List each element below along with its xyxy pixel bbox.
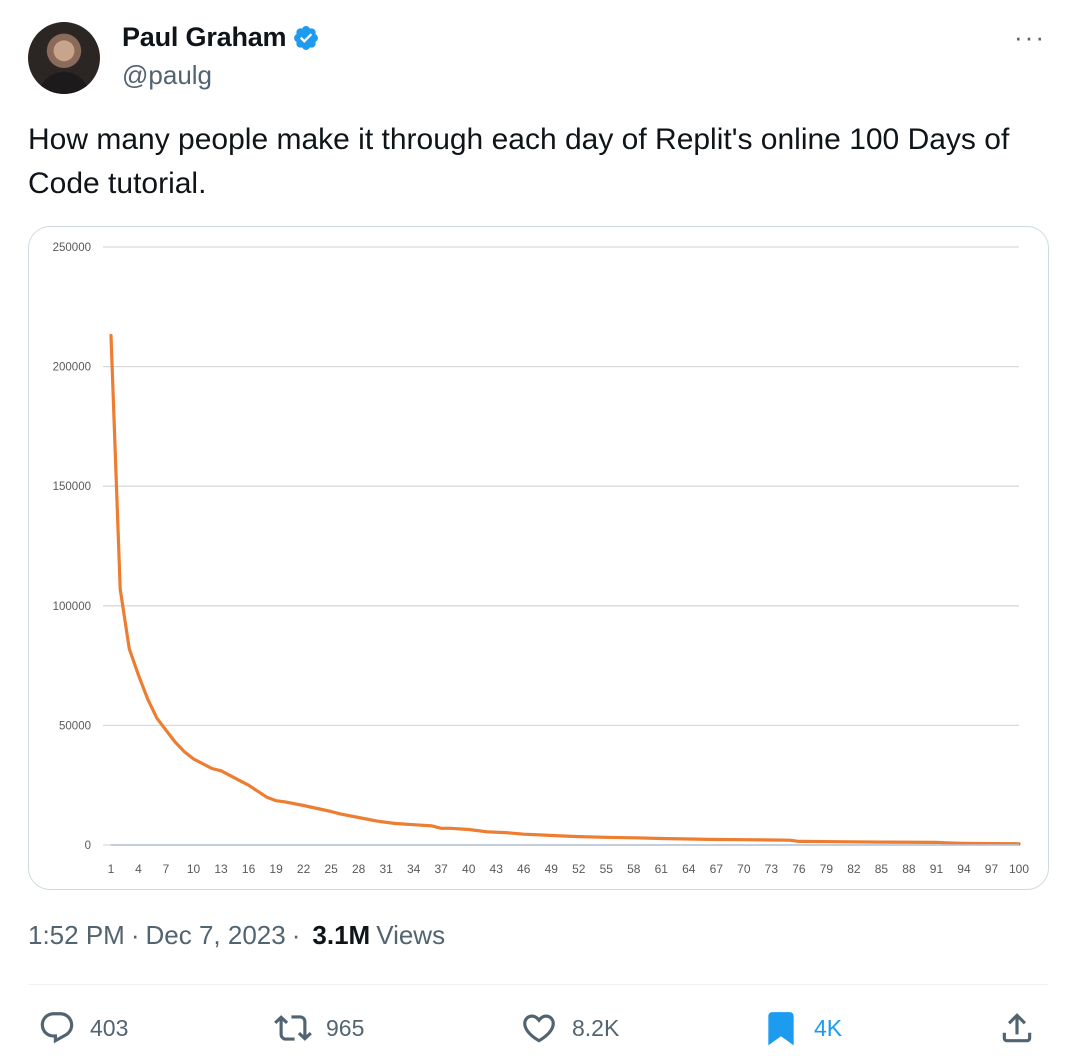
- x-tick-label: 16: [242, 862, 256, 876]
- bookmark-filled-icon: [768, 1012, 794, 1046]
- x-tick-label: 34: [407, 862, 421, 876]
- x-tick-label: 46: [517, 862, 531, 876]
- meta-separator: ·: [291, 920, 301, 950]
- x-tick-label: 4: [135, 862, 142, 876]
- avatar-shirt: [38, 72, 90, 94]
- action-bar: 403 965 8.2K 4K: [28, 1006, 1048, 1050]
- x-tick-label: 31: [379, 862, 393, 876]
- x-tick-label: 13: [214, 862, 228, 876]
- x-tick-label: 100: [1009, 862, 1029, 876]
- reply-button[interactable]: 403: [38, 1006, 128, 1050]
- x-tick-label: 73: [765, 862, 779, 876]
- like-button[interactable]: 8.2K: [520, 1006, 619, 1050]
- x-tick-label: 1: [108, 862, 115, 876]
- x-tick-label: 82: [847, 862, 861, 876]
- x-tick-label: 52: [572, 862, 586, 876]
- x-tick-label: 25: [324, 862, 338, 876]
- series-line-completions: [109, 333, 1021, 846]
- divider: [28, 984, 1048, 985]
- share-button[interactable]: [998, 1006, 1036, 1050]
- views-count: 3.1M: [312, 920, 371, 950]
- tweet-meta: 1:52 PM · Dec 7, 2023 · 3.1M Views: [28, 920, 445, 951]
- tweet-text: How many people make it through each day…: [28, 123, 1010, 200]
- meta-separator: ·: [130, 920, 140, 950]
- author-handle[interactable]: @paulg: [122, 60, 213, 90]
- author-name[interactable]: Paul Graham: [122, 22, 287, 52]
- retweet-icon: [274, 1015, 312, 1041]
- x-tick-label: 64: [682, 862, 696, 876]
- x-tick-label: 40: [462, 862, 476, 876]
- x-tick-label: 76: [792, 862, 806, 876]
- x-tick-label: 61: [655, 862, 669, 876]
- x-tick-label: 19: [269, 862, 283, 876]
- reply-icon: [40, 1012, 74, 1044]
- share-icon: [1002, 1013, 1032, 1043]
- x-tick-label: 79: [820, 862, 834, 876]
- author-name-row: Paul Graham: [122, 22, 320, 53]
- x-tick-label: 85: [875, 862, 889, 876]
- x-tick-label: 28: [352, 862, 366, 876]
- tweet-date[interactable]: Dec 7, 2023: [145, 920, 286, 950]
- x-tick-label: 70: [737, 862, 751, 876]
- x-tick-label: 43: [490, 862, 504, 876]
- x-tick-label: 88: [902, 862, 916, 876]
- y-tick-label: 200000: [53, 362, 91, 374]
- x-tick-label: 67: [710, 862, 724, 876]
- x-tick-label: 94: [957, 862, 971, 876]
- y-tick-label: 0: [85, 840, 91, 852]
- views-label: Views: [376, 920, 446, 950]
- x-tick-label: 58: [627, 862, 641, 876]
- bookmark-count: 4K: [814, 1014, 843, 1041]
- reply-count: 403: [90, 1014, 129, 1041]
- x-tick-label: 55: [600, 862, 614, 876]
- tweet-time[interactable]: 1:52 PM: [28, 920, 125, 950]
- retweet-button[interactable]: 965: [274, 1006, 364, 1050]
- author-avatar[interactable]: [28, 22, 100, 94]
- like-count: 8.2K: [572, 1014, 620, 1041]
- y-tick-label: 100000: [53, 601, 91, 613]
- y-tick-label: 250000: [53, 242, 91, 254]
- retweet-count: 965: [326, 1014, 365, 1041]
- y-tick-label: 50000: [59, 720, 91, 732]
- line-chart: 0 50000 100000 150000 200000 250000 1 4 7 10 13 16 1…: [53, 242, 1030, 876]
- x-tick-label: 49: [545, 862, 559, 876]
- x-tick-label: 91: [930, 862, 944, 876]
- chart-image[interactable]: 0 50000 100000 150000 200000 250000 1 4 7 10 13 16 1…: [28, 226, 1049, 890]
- heart-icon: [523, 1014, 555, 1043]
- x-tick-label: 22: [297, 862, 311, 876]
- x-tick-label: 10: [187, 862, 201, 876]
- bookmark-button[interactable]: 4K: [762, 1006, 842, 1050]
- x-tick-label: 97: [985, 862, 999, 876]
- x-tick-label: 7: [163, 862, 170, 876]
- x-tick-label: 37: [435, 862, 449, 876]
- verified-badge-icon[interactable]: [292, 24, 320, 52]
- y-tick-label: 150000: [53, 481, 91, 493]
- more-options-icon[interactable]: ···: [1014, 22, 1046, 52]
